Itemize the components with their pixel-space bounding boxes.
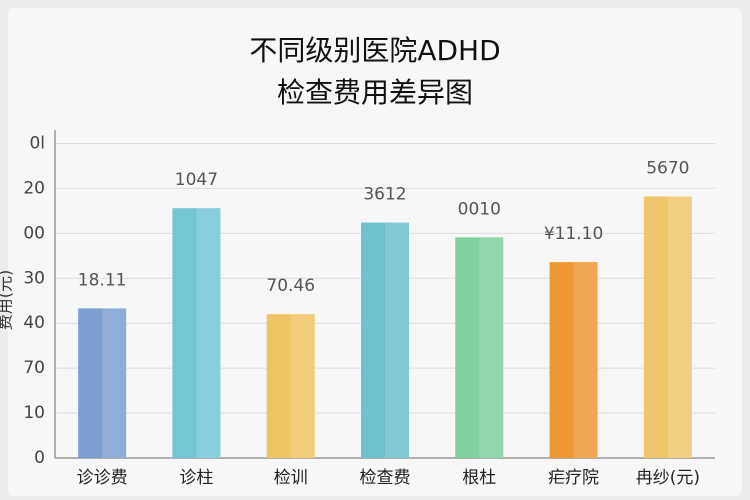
x-tick-label: 检查费	[360, 468, 411, 488]
bar-shade	[573, 262, 598, 458]
y-tick-label: 10	[23, 403, 45, 423]
y-tick-label: 20	[23, 178, 45, 198]
y-tick-label: 00	[23, 223, 45, 243]
bar-annotation: 18.11	[78, 270, 127, 290]
bar-shade	[290, 314, 315, 458]
y-tick-label: 30	[23, 268, 45, 288]
bar-annotation: 70.46	[266, 276, 315, 296]
bar-shade	[196, 208, 221, 458]
y-axis-label: 费用(元)	[0, 270, 15, 331]
x-tick-label: 冉纱(元)	[636, 468, 700, 488]
bar-annotation: 1047	[175, 170, 218, 190]
chart-title: 不同级别医院ADHD	[249, 34, 500, 67]
bar	[78, 308, 127, 458]
x-tick-label: 疟疗院	[548, 468, 599, 488]
x-tick-label: 诊柱	[179, 468, 213, 488]
bar-shade	[102, 308, 127, 458]
bar-annotation: 5670	[646, 158, 689, 178]
x-tick-label: 诊诊费	[77, 468, 128, 488]
y-tick-label: 0l	[29, 133, 45, 153]
bar-shade	[667, 196, 692, 458]
x-tick-label: 检训	[274, 468, 308, 488]
bar	[643, 196, 692, 458]
bar	[266, 314, 315, 458]
x-tick-label: 根杜	[462, 468, 496, 488]
bar-shade	[385, 222, 409, 458]
bar-shade	[479, 237, 504, 458]
y-tick-label: 0	[34, 448, 45, 468]
y-tick-label: 40	[23, 313, 45, 333]
bar-annotation: ¥11.10	[544, 224, 603, 244]
bar	[549, 262, 598, 458]
bar	[455, 237, 504, 458]
bar-annotation: 3612	[363, 185, 406, 205]
chart-title: 检查费用差异图	[277, 76, 473, 109]
bar	[361, 222, 409, 458]
bar	[172, 208, 221, 458]
y-tick-label: 70	[23, 358, 45, 378]
bar-annotation: 0010	[458, 199, 501, 219]
